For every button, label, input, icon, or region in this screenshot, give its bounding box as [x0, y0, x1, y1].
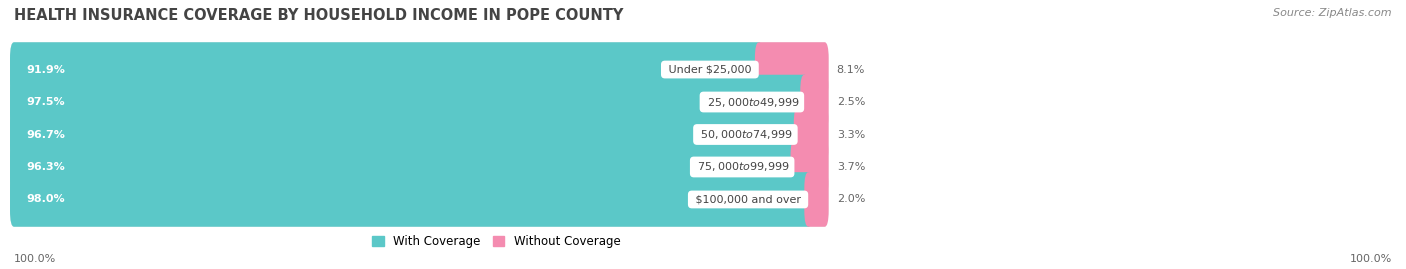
Text: 100.0%: 100.0% [1350, 254, 1392, 264]
Text: Under $25,000: Under $25,000 [665, 65, 755, 75]
FancyBboxPatch shape [10, 172, 813, 227]
FancyBboxPatch shape [794, 107, 828, 162]
Text: $50,000 to $74,999: $50,000 to $74,999 [697, 128, 794, 141]
FancyBboxPatch shape [755, 42, 828, 97]
FancyBboxPatch shape [10, 42, 828, 97]
FancyBboxPatch shape [10, 75, 828, 129]
Text: $75,000 to $99,999: $75,000 to $99,999 [693, 161, 790, 174]
FancyBboxPatch shape [800, 75, 828, 129]
Text: 3.7%: 3.7% [837, 162, 865, 172]
Text: 97.5%: 97.5% [27, 97, 65, 107]
Text: Source: ZipAtlas.com: Source: ZipAtlas.com [1274, 8, 1392, 18]
Text: 91.9%: 91.9% [27, 65, 65, 75]
Text: 3.3%: 3.3% [837, 129, 865, 140]
FancyBboxPatch shape [10, 42, 763, 97]
Text: 2.5%: 2.5% [837, 97, 865, 107]
FancyBboxPatch shape [10, 75, 808, 129]
FancyBboxPatch shape [10, 172, 828, 227]
Text: 100.0%: 100.0% [14, 254, 56, 264]
Text: 96.3%: 96.3% [27, 162, 65, 172]
Text: HEALTH INSURANCE COVERAGE BY HOUSEHOLD INCOME IN POPE COUNTY: HEALTH INSURANCE COVERAGE BY HOUSEHOLD I… [14, 8, 623, 23]
FancyBboxPatch shape [10, 140, 828, 194]
FancyBboxPatch shape [790, 140, 828, 194]
Text: 98.0%: 98.0% [27, 194, 65, 204]
FancyBboxPatch shape [10, 140, 799, 194]
Text: $25,000 to $49,999: $25,000 to $49,999 [703, 95, 800, 108]
Text: $100,000 and over: $100,000 and over [692, 194, 804, 204]
FancyBboxPatch shape [10, 107, 801, 162]
Text: 8.1%: 8.1% [837, 65, 865, 75]
Legend: With Coverage, Without Coverage: With Coverage, Without Coverage [367, 230, 626, 253]
Text: 2.0%: 2.0% [837, 194, 865, 204]
FancyBboxPatch shape [10, 107, 828, 162]
Text: 96.7%: 96.7% [27, 129, 65, 140]
FancyBboxPatch shape [804, 172, 828, 227]
